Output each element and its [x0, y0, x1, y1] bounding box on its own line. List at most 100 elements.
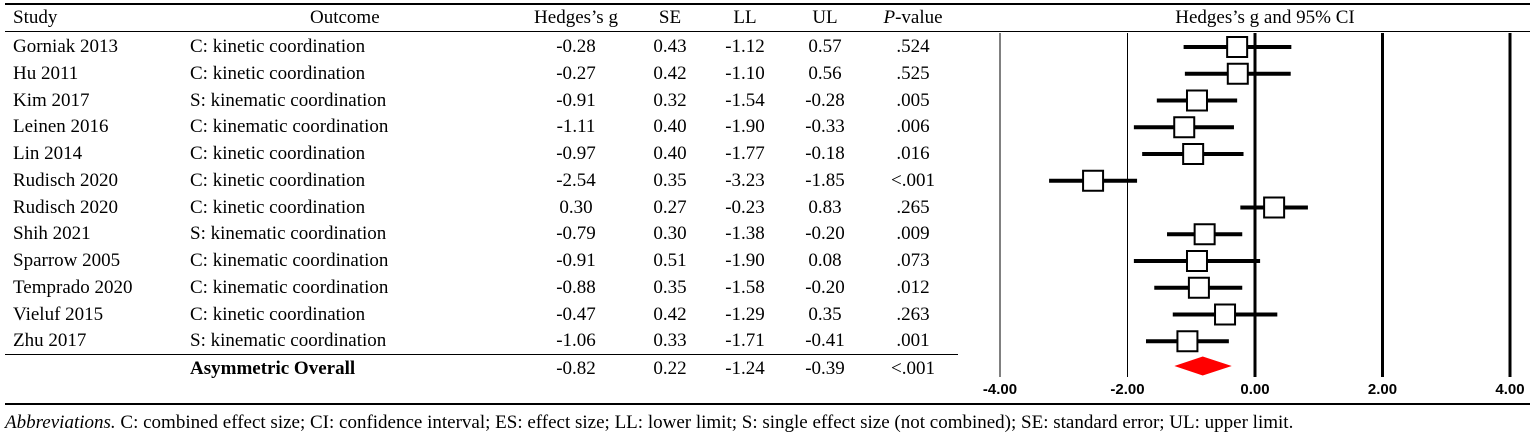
top-rule — [5, 3, 1530, 5]
effect-marker — [1082, 169, 1105, 192]
row-se: 0.27 — [653, 196, 687, 218]
row-ll: -1.12 — [725, 36, 765, 57]
effect-marker — [1226, 62, 1249, 85]
row-se: 0.42 — [653, 62, 687, 84]
row-p-value: .265 — [896, 196, 930, 218]
row-study: Sparrow 2005 — [13, 250, 121, 271]
overall-ll: -1.24 — [725, 358, 765, 379]
overall-rule — [5, 354, 958, 355]
row-hedges-g: -0.91 — [556, 250, 596, 271]
tick-label: 2.00 — [1368, 381, 1397, 398]
row-p-value: .073 — [896, 250, 930, 271]
row-ll: -1.54 — [725, 89, 765, 111]
header-p-rest: -value — [895, 7, 943, 28]
row-se: 0.33 — [653, 330, 687, 352]
tick-label: 0.00 — [1240, 381, 1269, 398]
effect-marker — [1214, 303, 1237, 326]
footnote: Abbreviations. C: combined effect size; … — [5, 410, 1293, 436]
row-outcome: C: kinetic coordination — [190, 36, 366, 57]
footnote-text: C: combined effect size; CI: confidence … — [115, 412, 1294, 433]
row-outcome: C: kinetic coordination — [190, 143, 366, 164]
row-se: 0.35 — [653, 169, 687, 191]
row-study: Rudisch 2020 — [13, 169, 119, 191]
row-outcome: S: kinematic coordination — [190, 89, 387, 111]
row-ll: -0.23 — [725, 196, 765, 218]
header-plot-title: Hedges’s g and 95% CI — [1175, 7, 1355, 28]
row-se: 0.40 — [653, 143, 687, 164]
row-ul: -0.18 — [805, 143, 845, 164]
row-outcome: C: kinematic coordination — [190, 116, 389, 138]
row-outcome: S: kinematic coordination — [190, 330, 387, 352]
effect-marker — [1182, 143, 1205, 165]
row-study: Zhu 2017 — [13, 330, 87, 352]
row-hedges-g: -0.47 — [556, 303, 596, 325]
effect-marker — [1187, 276, 1210, 299]
row-ul: 0.83 — [808, 196, 842, 218]
row-p-value: .005 — [896, 89, 930, 111]
row-outcome: C: kinematic coordination — [190, 276, 389, 298]
row-se: 0.43 — [653, 36, 687, 57]
footnote-lead: Abbreviations. — [5, 412, 116, 433]
row-ul: -0.20 — [805, 223, 845, 245]
row-study: Temprado 2020 — [13, 276, 133, 298]
row-hedges-g: -2.54 — [556, 169, 596, 191]
row-ll: -1.38 — [725, 223, 765, 245]
row-ll: -1.58 — [725, 276, 765, 298]
row-se: 0.40 — [653, 116, 687, 138]
row-outcome: C: kinetic coordination — [190, 303, 366, 325]
row-se: 0.51 — [653, 250, 687, 271]
row-ll: -1.90 — [725, 116, 765, 138]
row-study: Shih 2021 — [13, 223, 91, 245]
row-p-value: .263 — [896, 303, 930, 325]
row-outcome: S: kinematic coordination — [190, 223, 387, 245]
effect-marker — [1173, 116, 1196, 139]
row-outcome: C: kinetic coordination — [190, 169, 366, 191]
row-hedges-g: -0.28 — [556, 36, 596, 57]
effect-marker — [1176, 330, 1199, 353]
overall-label: Asymmetric Overall — [190, 358, 356, 379]
header-se: SE — [658, 7, 682, 28]
header-ul: UL — [812, 7, 838, 28]
header-outcome: Outcome — [310, 7, 380, 28]
effect-marker — [1226, 36, 1249, 58]
row-outcome: C: kinetic coordination — [190, 196, 366, 218]
row-ul: 0.08 — [808, 250, 842, 271]
row-study: Kim 2017 — [13, 89, 90, 111]
header-rule — [5, 31, 1530, 32]
tick-label: -2.00 — [1110, 381, 1144, 398]
row-ul: -1.85 — [805, 169, 845, 191]
row-hedges-g: -0.91 — [556, 89, 596, 111]
row-study: Hu 2011 — [13, 62, 79, 84]
row-p-value: .016 — [896, 143, 930, 164]
row-ul: -0.33 — [805, 116, 845, 138]
row-hedges-g: 0.30 — [559, 196, 593, 218]
row-se: 0.35 — [653, 276, 687, 298]
overall-ul: -0.39 — [805, 358, 845, 379]
header-hedges-g: Hedges’s g — [534, 7, 618, 28]
effect-marker — [1185, 250, 1208, 272]
tick-label: 4.00 — [1495, 381, 1524, 398]
row-outcome: C: kinematic coordination — [190, 250, 389, 271]
row-se: 0.30 — [653, 223, 687, 245]
row-p-value: .012 — [896, 276, 930, 298]
effect-marker — [1263, 196, 1286, 219]
row-outcome: C: kinetic coordination — [190, 62, 366, 84]
row-p-value: <.001 — [891, 169, 935, 191]
tick-label: -4.00 — [983, 381, 1017, 398]
effect-marker — [1185, 89, 1208, 112]
row-ul: 0.35 — [808, 303, 842, 325]
row-hedges-g: -0.97 — [556, 143, 596, 164]
row-p-value: .524 — [896, 36, 930, 57]
row-hedges-g: -0.79 — [556, 223, 596, 245]
row-ul: -0.20 — [805, 276, 845, 298]
header-p-value: P-value — [868, 5, 958, 31]
row-study: Gorniak 2013 — [13, 36, 119, 57]
row-ul: -0.41 — [805, 330, 845, 352]
row-ll: -1.10 — [725, 62, 765, 84]
row-study: Rudisch 2020 — [13, 196, 119, 218]
row-se: 0.42 — [653, 303, 687, 325]
header-ll: LL — [733, 7, 757, 28]
header-study: Study — [13, 7, 58, 28]
